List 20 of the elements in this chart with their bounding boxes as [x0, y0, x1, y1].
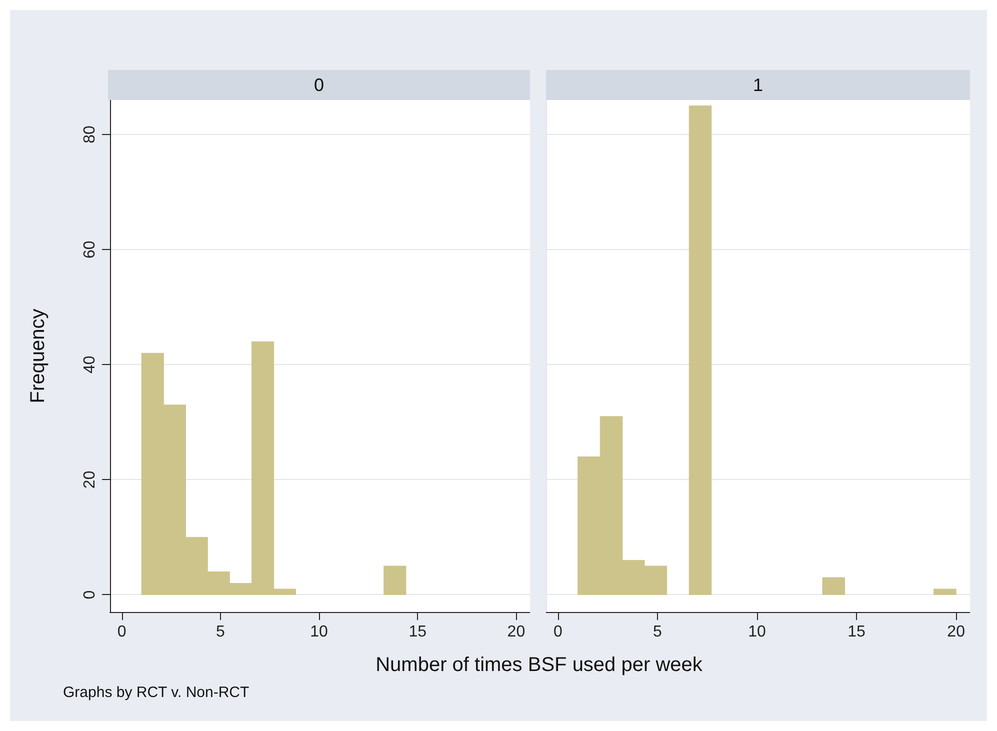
x-tick-label: 0 — [553, 624, 562, 640]
y-tick-label: 0 — [82, 590, 98, 600]
x-tick-label: 15 — [408, 624, 427, 640]
y-tick-label: 60 — [82, 240, 98, 258]
y-tick-label: 40 — [82, 356, 98, 374]
chart-title: 0 — [108, 70, 530, 100]
y-tick-label: 80 — [82, 126, 98, 144]
x-tick-label: 10 — [748, 624, 766, 640]
y-axis-title: Frequency — [27, 308, 49, 404]
x-tick-label: 5 — [216, 624, 225, 640]
x-tick-label: 20 — [947, 624, 966, 640]
x-tick-label: 20 — [507, 624, 526, 640]
chart-title: 1 — [546, 70, 970, 100]
x-tick-label: 0 — [117, 624, 126, 640]
x-axis-title: Number of times BSF used per week — [374, 654, 704, 677]
y-tick-label: 20 — [82, 470, 98, 489]
x-tick-label: 10 — [310, 624, 328, 640]
x-tick-label: 5 — [653, 624, 662, 640]
x-tick-label: 15 — [848, 624, 866, 640]
text: Graphs by RCT v. Non-RCT — [63, 684, 250, 701]
